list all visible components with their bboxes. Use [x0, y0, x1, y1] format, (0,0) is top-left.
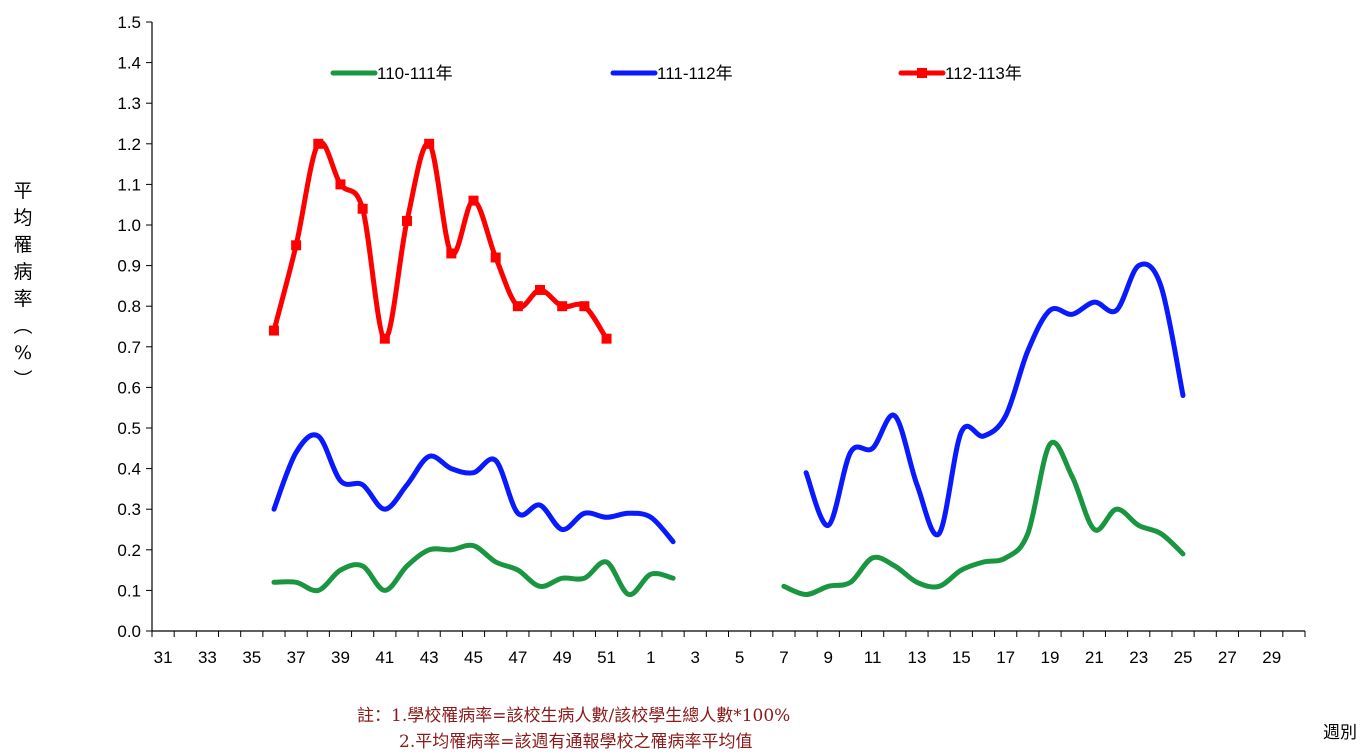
series-line: [803, 261, 1186, 538]
y-tick-label: 1.3: [117, 94, 141, 113]
x-tick-label: 27: [1218, 648, 1237, 667]
series-line: [781, 439, 1186, 597]
legend-item: 111-112年: [610, 64, 733, 83]
x-tick-label: 7: [779, 648, 788, 667]
y-axis-label-char: ︵: [13, 315, 33, 337]
x-tick-label: 29: [1262, 648, 1281, 667]
data-point: [379, 333, 390, 344]
x-tick-label: 15: [952, 648, 971, 667]
data-point: [424, 138, 435, 149]
y-tick-label: 0.1: [117, 581, 141, 600]
data-point: [535, 284, 546, 295]
x-tick-label: 13: [908, 648, 927, 667]
y-tick-label: 0.5: [117, 419, 141, 438]
y-tick-label: 1.2: [117, 135, 141, 154]
legend-marker: [917, 68, 927, 78]
data-point: [468, 195, 479, 206]
y-tick-label: 0.8: [117, 297, 141, 316]
x-tick-label: 49: [553, 648, 572, 667]
data-point: [579, 301, 590, 312]
x-tick-label: 35: [242, 648, 261, 667]
y-axis-label-char: 罹: [13, 234, 33, 256]
y-tick-label: 0.3: [117, 500, 141, 519]
x-tick-label: 11: [864, 648, 882, 667]
x-tick-label: 39: [331, 648, 350, 667]
x-tick-label: 25: [1174, 648, 1193, 667]
legend-label: 112-113年: [945, 64, 1022, 83]
x-tick-label: 3: [691, 648, 700, 667]
y-axis-label-char: %: [13, 342, 33, 364]
series-line: [271, 139, 609, 342]
data-point: [490, 252, 501, 263]
legend: 110-111年 111-112年 112-113年: [330, 64, 1022, 83]
legend-label: 110-111年: [377, 64, 453, 83]
data-point: [357, 203, 368, 214]
data-point: [512, 301, 523, 312]
x-tick-label: 45: [464, 648, 483, 667]
y-tick-label: 0.9: [117, 257, 141, 276]
data-point: [401, 215, 412, 226]
data-point: [291, 240, 302, 251]
y-axis-label-char: 均: [13, 207, 33, 229]
x-tick-label: 23: [1129, 648, 1148, 667]
series-3: [268, 138, 612, 344]
series-lines: [268, 138, 1186, 597]
x-tick-label: 9: [824, 648, 833, 667]
y-tick-label: 0.6: [117, 378, 141, 397]
series-2: [271, 261, 1186, 545]
x-tick-label: 31: [154, 648, 173, 667]
y-axis-label-char: 平: [13, 180, 33, 202]
y-axis-label-char: 病: [13, 261, 33, 283]
data-point: [268, 325, 279, 336]
x-tick-label: 41: [375, 648, 394, 667]
data-point: [601, 333, 612, 344]
series-1: [271, 439, 1186, 597]
data-point: [557, 301, 568, 312]
y-tick-label: 0.0: [117, 622, 141, 641]
x-tick-label: 33: [198, 648, 217, 667]
y-tick-label: 1.4: [117, 54, 141, 73]
y-tick-label: 0.7: [117, 338, 141, 357]
series-line: [271, 542, 676, 597]
data-point: [446, 248, 457, 259]
x-tick-label: 1: [646, 648, 655, 667]
chart-notes: 註：1.學校罹病率=該校生病人數/該校學生總人數*100% 2.平均罹病率=該週…: [357, 703, 790, 755]
legend-item: 110-111年: [330, 64, 453, 83]
y-axis-label: 平均罹病率 ︵% ︶: [10, 178, 36, 394]
chart-axes: [151, 22, 1305, 632]
x-tick-label: 19: [1041, 648, 1060, 667]
x-tick-label: 21: [1085, 648, 1104, 667]
x-tick-label: 37: [287, 648, 306, 667]
y-tick-label: 0.4: [117, 460, 141, 479]
x-tick-label: 5: [735, 648, 744, 667]
x-tick-label: 43: [420, 648, 439, 667]
x-axis-label: 週別: [1323, 723, 1357, 743]
y-axis-ticks: 0.0 0.1 0.2 0.3 0.4 0.5 0.6 0.7 0.8 0.9 1.0 1.1 1.2 1…: [117, 13, 152, 641]
x-tick-label: 51: [597, 648, 616, 667]
y-axis-label-char: 率: [13, 288, 33, 310]
y-tick-label: 1.0: [117, 216, 141, 235]
data-point: [313, 138, 324, 149]
x-tick-label: 17: [996, 648, 1015, 667]
x-tick-label: 47: [508, 648, 527, 667]
note-2: 2.平均罹病率=該週有通報學校之罹病率平均值: [399, 732, 753, 752]
y-tick-label: 1.1: [117, 175, 141, 194]
series-line: [271, 432, 676, 545]
legend-item: 112-113年: [898, 64, 1022, 83]
x-axis-ticks: 31 33 35 37 39 41 43 45 47 49 51 1 3 5 7 9 11 13 15 17 19 21 2…: [151, 631, 1306, 667]
note-1: 註：1.學校罹病率=該校生病人數/該校學生總人數*100%: [357, 706, 791, 726]
y-tick-label: 0.2: [117, 541, 141, 560]
y-axis-label-char: ︶: [13, 369, 33, 391]
y-tick-label: 1.5: [117, 13, 141, 32]
legend-label: 111-112年: [657, 64, 733, 83]
data-point: [335, 179, 346, 190]
